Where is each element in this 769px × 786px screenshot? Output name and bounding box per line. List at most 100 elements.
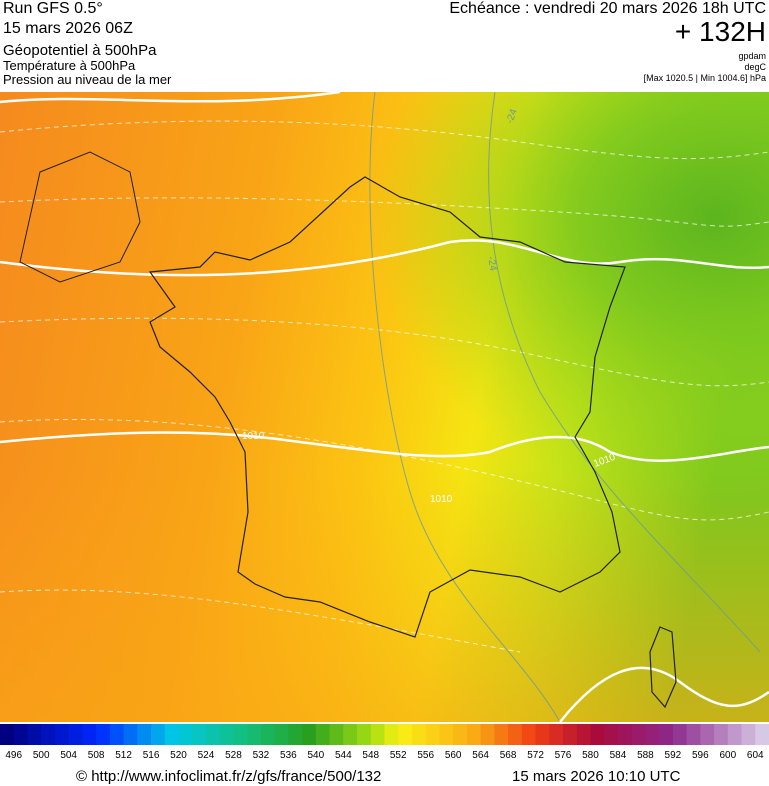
scale-label: 580 bbox=[582, 750, 599, 761]
color-swatch bbox=[370, 724, 385, 745]
color-scale: 496 500 504 508 512 516 520 524 528 532 536 540 544 5… bbox=[0, 724, 769, 761]
scale-label: 504 bbox=[60, 750, 77, 761]
temperature-contours bbox=[369, 92, 761, 722]
scale-label: 596 bbox=[692, 750, 709, 761]
color-swatch bbox=[480, 724, 495, 745]
color-swatch bbox=[151, 724, 166, 745]
color-swatch bbox=[563, 724, 578, 745]
scale-label: 496 bbox=[5, 750, 22, 761]
scale-label: 592 bbox=[665, 750, 682, 761]
valid-time: Echéance : vendredi 20 mars 2026 18h UTC bbox=[449, 0, 766, 17]
color-swatch bbox=[13, 724, 28, 745]
color-swatch bbox=[178, 724, 193, 745]
contour-label: -24 bbox=[485, 256, 498, 273]
color-swatch bbox=[466, 724, 482, 745]
source-url: © http://www.infoclimat.fr/z/gfs/france/… bbox=[76, 768, 382, 785]
color-swatch bbox=[343, 724, 358, 745]
scale-label: 540 bbox=[307, 750, 324, 761]
color-swatch bbox=[508, 724, 523, 745]
contour-label: -24 bbox=[504, 107, 519, 125]
scale-label: 572 bbox=[527, 750, 544, 761]
color-swatch bbox=[617, 724, 633, 745]
color-swatch bbox=[247, 724, 262, 745]
color-swatch bbox=[205, 724, 221, 745]
color-swatch bbox=[604, 724, 619, 745]
color-swatch bbox=[576, 724, 591, 745]
run-date: 15 mars 2026 06Z bbox=[3, 20, 133, 37]
color-swatch bbox=[41, 724, 56, 745]
color-swatch bbox=[659, 724, 674, 745]
color-swatch bbox=[288, 724, 303, 745]
scale-label: 520 bbox=[170, 750, 187, 761]
color-swatch bbox=[521, 724, 537, 745]
scale-label: 516 bbox=[143, 750, 160, 761]
unit: degC bbox=[744, 62, 766, 72]
unit: gpdam bbox=[738, 51, 766, 61]
color-swatch bbox=[494, 724, 509, 745]
color-swatch bbox=[453, 724, 468, 745]
color-swatch bbox=[0, 724, 15, 745]
color-swatch bbox=[260, 724, 276, 745]
scale-label: 512 bbox=[115, 750, 132, 761]
scale-label: 576 bbox=[555, 750, 572, 761]
scale-label: 568 bbox=[500, 750, 517, 761]
scale-label: 556 bbox=[417, 750, 434, 761]
scale-label: 500 bbox=[33, 750, 50, 761]
color-swatch bbox=[109, 724, 125, 745]
color-swatch bbox=[645, 724, 660, 745]
scale-label: 564 bbox=[472, 750, 489, 761]
scale-label: 544 bbox=[335, 750, 352, 761]
field-shading bbox=[0, 92, 769, 722]
color-swatch bbox=[329, 724, 344, 745]
run-title: Run GFS 0.5° bbox=[3, 0, 103, 17]
color-swatch bbox=[233, 724, 248, 745]
color-swatch bbox=[714, 724, 729, 745]
scale-label: 528 bbox=[225, 750, 242, 761]
color-swatch bbox=[631, 724, 646, 745]
scale-label: 508 bbox=[88, 750, 105, 761]
field-label: Température à 500hPa bbox=[3, 58, 136, 73]
corsica-outline bbox=[649, 626, 677, 709]
scale-label: 584 bbox=[610, 750, 627, 761]
scale-label: 600 bbox=[719, 750, 736, 761]
color-swatch bbox=[727, 724, 743, 745]
scale-label: 524 bbox=[198, 750, 215, 761]
color-swatch bbox=[274, 724, 289, 745]
color-swatch bbox=[96, 724, 111, 745]
color-swatch bbox=[425, 724, 440, 745]
pressure-isobars bbox=[0, 92, 769, 722]
color-swatch bbox=[700, 724, 715, 745]
color-swatch bbox=[302, 724, 317, 745]
generated-time: 15 mars 2026 10:10 UTC bbox=[512, 768, 681, 785]
color-swatch bbox=[535, 724, 550, 745]
color-swatch bbox=[27, 724, 42, 745]
map: -24 -24 1010 1010 1010 bbox=[0, 92, 769, 722]
england-outline bbox=[19, 151, 141, 283]
scale-label: 552 bbox=[390, 750, 407, 761]
color-swatch bbox=[68, 724, 83, 745]
color-swatch bbox=[384, 724, 399, 745]
scale-label: 548 bbox=[362, 750, 379, 761]
color-swatch bbox=[315, 724, 331, 745]
color-swatch bbox=[54, 724, 70, 745]
field-label: Géopotentiel à 500hPa bbox=[3, 42, 157, 59]
pressure-range: [Max 1020.5 | Min 1004.6] hPa bbox=[643, 73, 766, 83]
color-swatch bbox=[549, 724, 564, 745]
color-swatch bbox=[123, 724, 138, 745]
scale-label: 560 bbox=[445, 750, 462, 761]
color-swatch bbox=[137, 724, 152, 745]
contour-label: 1010 bbox=[242, 431, 265, 442]
france-outline bbox=[148, 176, 626, 638]
color-swatch bbox=[411, 724, 427, 745]
field-label: Pression au niveau de la mer bbox=[3, 72, 172, 87]
color-swatch bbox=[755, 724, 769, 745]
color-swatch bbox=[192, 724, 207, 745]
scale-label: 536 bbox=[280, 750, 297, 761]
lead-time: + 132H bbox=[674, 16, 766, 47]
color-swatch bbox=[686, 724, 701, 745]
color-swatch bbox=[741, 724, 756, 745]
color-swatch bbox=[219, 724, 234, 745]
color-swatch bbox=[357, 724, 372, 745]
scale-label: 532 bbox=[253, 750, 270, 761]
